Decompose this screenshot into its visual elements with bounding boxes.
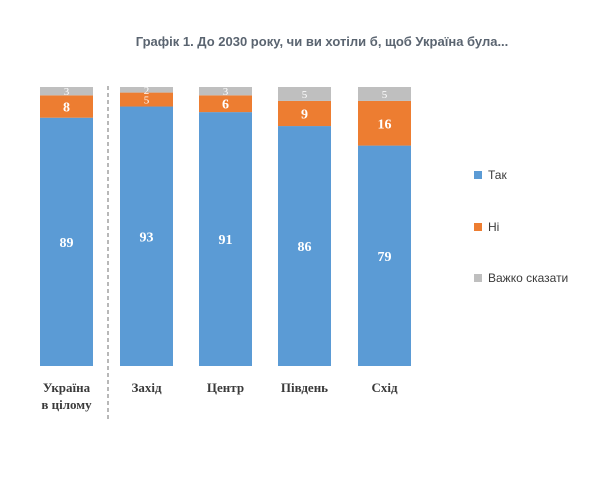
data-label: 89 [60, 236, 74, 251]
data-label: 93 [140, 230, 154, 245]
legend: Так Ні Важко сказати [474, 168, 568, 285]
bar-segment [278, 126, 331, 366]
data-label: 91 [219, 233, 233, 248]
chart-title: Графік 1. До 2030 року, чи ви хотіли б, … [136, 34, 509, 49]
category-label: Південь [281, 380, 328, 395]
bar-segment [199, 95, 252, 113]
category-label: Україна [43, 380, 91, 395]
legend-label: Ні [488, 220, 499, 234]
data-label: 5 [382, 89, 388, 101]
data-label: 3 [223, 86, 229, 98]
data-label: 5 [302, 89, 308, 101]
legend-swatch [474, 171, 482, 179]
legend-label: Так [488, 168, 507, 182]
bar-segment [199, 87, 252, 96]
bar-segment [278, 100, 331, 127]
data-label: 3 [64, 86, 70, 98]
category-label: Центр [207, 380, 244, 395]
category-label: Захід [131, 380, 161, 395]
bar-segment [40, 87, 93, 96]
legend-label: Важко сказати [488, 271, 568, 285]
bar-segment [199, 112, 252, 366]
bar-segment [358, 100, 411, 146]
bar-segment [120, 87, 173, 93]
bar-segment [120, 106, 173, 366]
data-label: 9 [301, 108, 308, 123]
legend-swatch [474, 223, 482, 231]
bar-segment [278, 87, 331, 101]
category-label: Схід [371, 380, 398, 395]
bar-segment [358, 87, 411, 101]
data-label: 2 [144, 85, 150, 97]
data-label: 79 [378, 250, 392, 265]
category-labels: Україна в цілому Захід Центр Південь Схід [41, 380, 398, 412]
bar-segment [40, 117, 93, 366]
bar-segment [358, 145, 411, 366]
data-label: 16 [378, 117, 392, 132]
category-label: в цілому [41, 397, 92, 412]
bar-segment [120, 92, 173, 107]
bar-segment [40, 95, 93, 118]
legend-swatch [474, 274, 482, 282]
data-label: 6 [222, 98, 229, 113]
data-label: 86 [298, 240, 312, 255]
data-label: 5 [144, 95, 150, 107]
data-label: 8 [63, 101, 70, 116]
